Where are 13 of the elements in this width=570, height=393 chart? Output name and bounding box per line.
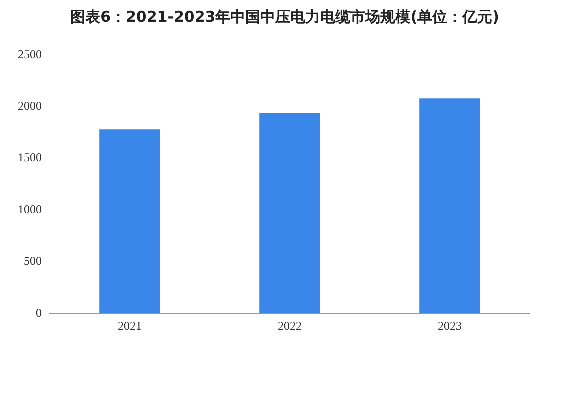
bar	[260, 113, 320, 314]
chart-title: 图表6：2021-2023年中国中压电力电缆市场规模(单位：亿元)	[70, 8, 500, 27]
bar	[420, 98, 480, 314]
y-tick-label: 2000	[18, 99, 42, 114]
x-tick-label: 2023	[438, 318, 462, 333]
y-tick-label: 500	[24, 254, 42, 268]
x-tick-label: 2021	[118, 318, 142, 333]
y-tick-label: 0	[36, 306, 42, 320]
y-tick-label: 1500	[18, 150, 42, 165]
bar	[100, 130, 160, 314]
y-tick-label: 1000	[18, 202, 42, 216]
x-tick-label: 2022	[278, 318, 302, 333]
y-tick-label: 2500	[18, 47, 42, 62]
